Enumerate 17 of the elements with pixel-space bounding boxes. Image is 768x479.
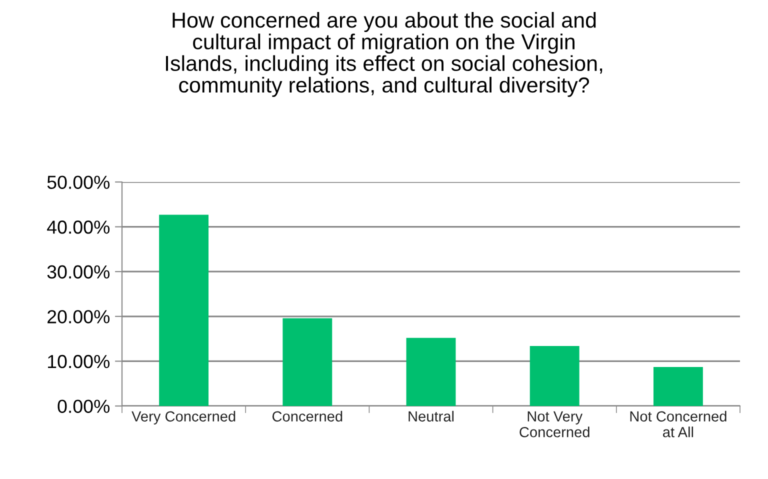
bar — [159, 214, 209, 406]
bar — [406, 338, 456, 406]
x-tick-label: Neutral — [408, 410, 454, 422]
bar — [282, 318, 332, 406]
bar — [530, 346, 580, 406]
y-tick-label: 50.00% — [47, 176, 110, 189]
y-tick-label: 30.00% — [47, 265, 110, 279]
chart-title: How concerned are you about the social and cultural impact of migration on the Virgin Islands, including its effect on social cohesion, community relations, and cultural diversity? — [166, 12, 602, 97]
y-tick-label: 20.00% — [48, 310, 110, 324]
x-tick-label: Not Very Concerned — [520, 411, 590, 438]
bar — [653, 367, 703, 406]
y-tick-label: 0.00% — [58, 400, 110, 413]
y-tick-label: 40.00% — [47, 220, 110, 234]
y-tick-label: 10.00% — [48, 354, 110, 368]
x-tick-label: Very Concerned — [132, 410, 236, 424]
x-tick-label: Not Concerned at All — [630, 410, 726, 438]
x-tick-label: Concerned — [272, 410, 342, 422]
